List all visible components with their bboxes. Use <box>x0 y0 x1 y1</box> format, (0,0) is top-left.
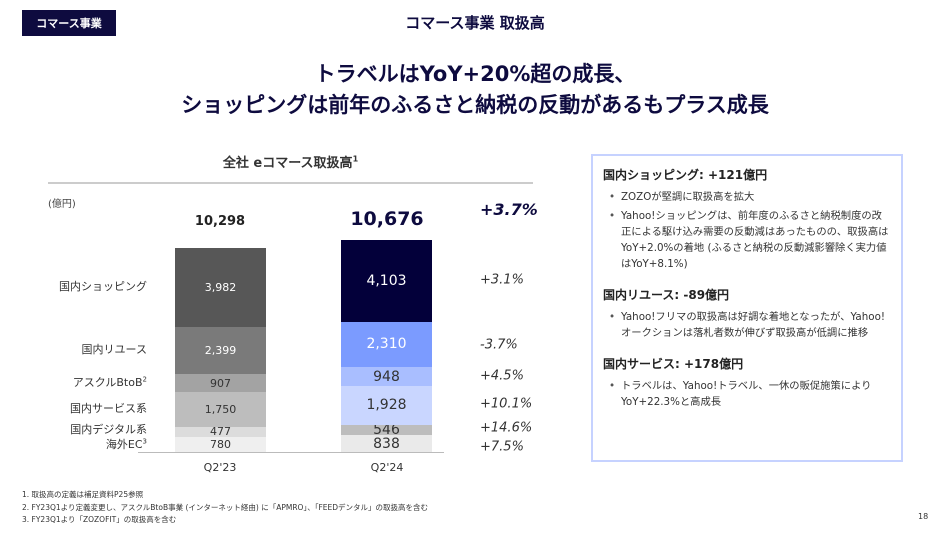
bar-segment: 1,928 <box>341 386 432 425</box>
headline-line-2: ショッピングは前年のふるさと納税の反動があるもプラス成長 <box>181 93 769 117</box>
bar-value-label: 2,310 <box>366 336 407 353</box>
series-label: 海外EC3 <box>106 436 147 452</box>
series-label: 国内サービス系 <box>70 400 147 416</box>
series-name: アスクルBtoB <box>72 376 143 389</box>
bar-value-label: 780 <box>210 437 231 451</box>
total-q2-23: 10,298 <box>194 214 246 229</box>
panel-bullet: ZOZOが堅調に取扱高を拡大 <box>603 189 889 205</box>
chart-title-footnote: 1 <box>352 154 359 164</box>
panel-bullet: Yahoo!ショッピングは、前年度のふるさと納税制度の改正による駆け込み需要の反… <box>603 208 889 272</box>
bar-segment: 3,982 <box>175 247 266 327</box>
series-name: 国内デジタル系 <box>70 423 147 436</box>
bar-value-label: 1,750 <box>204 403 237 417</box>
bar-value-label: 907 <box>210 376 231 390</box>
series-growth: +3.1% <box>480 272 524 288</box>
panel-heading: 国内ショッピング: +121億円 <box>603 168 768 182</box>
series-label: 国内リユース <box>82 341 147 357</box>
chart-title: 全社 eコマース取扱高1 <box>48 152 533 171</box>
total-growth: +3.7% <box>480 200 538 219</box>
chart-title-text: 全社 eコマース取扱高 <box>222 156 353 171</box>
series-footnote: 3 <box>142 437 147 446</box>
series-label: 国内ショッピング <box>59 278 147 294</box>
bar-segment: 907 <box>175 374 266 393</box>
bar-segment: 1,750 <box>175 392 266 428</box>
bar-segment: 4,103 <box>341 240 432 322</box>
series-name: 国内ショッピング <box>59 280 147 293</box>
bar-value-label: 3,982 <box>204 280 237 294</box>
series-growth: +14.6% <box>480 420 533 436</box>
x-label-q2-23: Q2'23 <box>203 461 237 474</box>
bar-value-label: 2,399 <box>204 343 237 357</box>
bar-value-label: 838 <box>373 435 400 452</box>
chart-title-rule <box>48 182 533 184</box>
footnote-3: 3. FY23Q1より「ZOZOFIT」の取扱高を含む <box>22 515 177 524</box>
bar-segment: 2,310 <box>341 321 432 368</box>
series-growth: +10.1% <box>480 396 533 412</box>
page-title: コマース事業 取扱高 <box>405 14 545 32</box>
total-q2-24: 10,676 <box>350 208 424 230</box>
section-tag: コマース事業 <box>22 10 116 36</box>
panel-bullets: ZOZOが堅調に取扱高を拡大 Yahoo!ショッピングは、前年度のふるさと納税制度… <box>603 189 889 272</box>
series-name: 海外EC <box>105 438 143 451</box>
bar-segment: 546 <box>341 421 432 438</box>
unit-label: (億円) <box>48 199 76 210</box>
bar-segment: 948 <box>341 367 432 387</box>
bar-value-label: 477 <box>210 425 231 439</box>
bar-segment: 477 <box>175 425 266 439</box>
series-name: 国内サービス系 <box>70 402 147 415</box>
bar-segment: 2,399 <box>175 326 266 375</box>
panel-heading: 国内リユース: -89億円 <box>603 288 730 302</box>
bar-segment: 838 <box>341 435 432 452</box>
headline-line-1: トラベルはYoY+20%超の成長、 <box>314 62 636 86</box>
panel-bullet: Yahoo!フリマの取扱高は好調な着地となったが、Yahoo!オークションは落札… <box>603 309 889 341</box>
bar-value-label: 1,928 <box>366 397 407 414</box>
series-label: 国内デジタル系 <box>70 421 147 437</box>
bar-value-label: 546 <box>373 421 400 438</box>
series-name: 国内リユース <box>81 343 147 356</box>
chart-baseline <box>138 452 444 453</box>
x-label-q2-24: Q2'24 <box>370 461 404 474</box>
page-number: 18 <box>918 512 929 521</box>
panel-bullets: Yahoo!フリマの取扱高は好調な着地となったが、Yahoo!オークションは落札… <box>603 309 889 341</box>
panel-bullet: トラベルは、Yahoo!トラベル、一休の販促施策によりYoY+22.3%と高成長 <box>603 378 889 410</box>
bar-value-label: 4,103 <box>366 272 407 289</box>
series-growth: +7.5% <box>480 439 524 455</box>
series-label: アスクルBtoB2 <box>73 374 147 390</box>
series-growth: -3.7% <box>480 337 518 353</box>
panel-heading: 国内サービス: +178億円 <box>603 357 744 371</box>
series-growth: +4.5% <box>480 368 524 384</box>
bar-segment: 780 <box>175 436 266 452</box>
panel-bullets: トラベルは、Yahoo!トラベル、一休の販促施策によりYoY+22.3%と高成長 <box>603 378 889 410</box>
footnote-2: 2. FY23Q1より定義変更し、アスクルBtoB事業 (インターネット経由) … <box>22 503 429 512</box>
series-footnote: 2 <box>142 375 147 384</box>
footnote-1: 1. 取扱高の定義は補足資料P25参照 <box>22 490 144 499</box>
commentary-panel: 国内ショッピング: +121億円 ZOZOが堅調に取扱高を拡大 Yahoo!ショッピ… <box>591 154 903 462</box>
bar-value-label: 948 <box>373 368 400 385</box>
